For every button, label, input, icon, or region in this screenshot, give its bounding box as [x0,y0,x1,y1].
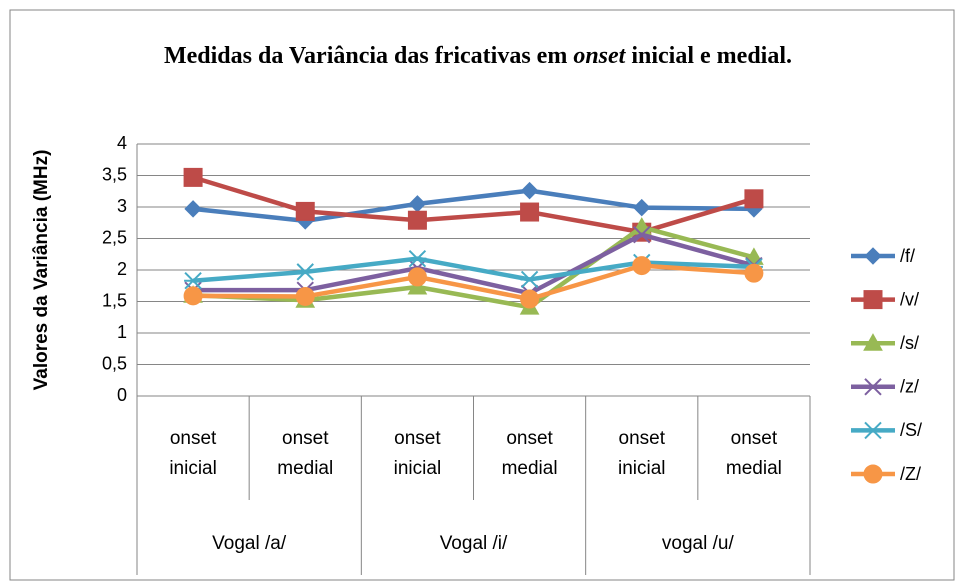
title-part: inicial e medial. [625,43,792,69]
y-tick-label: 0 [117,385,127,405]
y-tick-label: 3 [117,196,127,216]
group-label: Vogal /a/ [212,533,287,554]
marker [864,421,882,440]
legend-label: /Z/ [900,464,921,484]
marker [633,226,651,244]
marker [295,286,315,306]
marker [407,267,427,287]
marker [408,195,427,213]
series-line [193,263,755,302]
title-part: onset [573,43,626,69]
marker [408,249,427,268]
y-axis-label: Valores da Variância (MHz) [31,150,52,391]
marker [184,272,203,290]
marker [863,290,883,310]
marker [744,263,764,283]
marker [520,202,540,222]
marker [184,200,202,218]
x-tick-label: onset inicial [617,428,666,479]
group-label: vogal /u/ [661,533,734,554]
marker [407,210,427,230]
marker [295,201,315,221]
y-tick-label: 1,5 [102,290,127,310]
x-tick-label: onset medial [501,428,558,479]
y-tick-label: 3,5 [102,164,127,184]
marker [863,464,883,484]
marker [296,263,315,281]
x-tick-label: onset medial [725,428,782,479]
chart-title: Medidas da Variância das fricativas em o… [118,40,838,73]
legend-label: /s/ [900,333,919,353]
series-line [192,256,755,283]
series-line [192,224,755,310]
legend-label: /f/ [900,246,915,266]
marker [183,167,203,187]
legend-label: /S/ [900,420,922,440]
legend-label: /v/ [900,289,919,309]
marker [864,247,882,265]
marker [633,198,651,217]
series-line [192,188,754,224]
marker [520,181,539,200]
series-line [193,232,755,296]
y-tick-label: 0,5 [102,353,127,373]
title-part: Medidas da Variância das fricativas em [163,43,574,69]
y-tick-label: 2 [117,259,127,279]
y-tick-label: 1 [117,322,127,342]
chart-border [9,9,955,581]
marker [520,270,539,289]
x-tick-label: onset inicial [393,428,442,479]
group-label: Vogal /i/ [439,533,508,554]
marker [520,289,540,309]
x-tick-label: onset inicial [169,428,217,479]
series-line [192,175,755,235]
marker [744,189,764,209]
x-tick-label: onset medial [277,428,334,479]
marker [864,378,882,396]
marker [183,286,203,306]
legend-label: /z/ [900,377,919,397]
marker [632,256,652,276]
y-tick-label: 4 [117,133,127,153]
y-tick-label: 2,5 [102,227,127,247]
marker [863,333,883,351]
